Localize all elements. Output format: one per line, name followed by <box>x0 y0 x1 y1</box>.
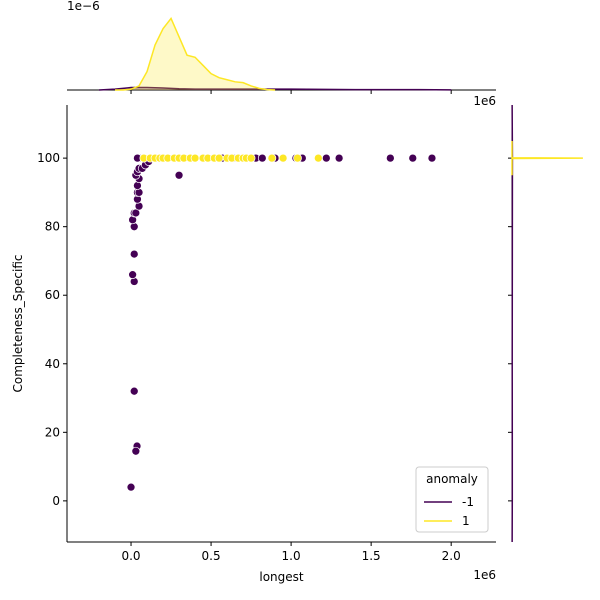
x-axis-label: longest <box>259 570 304 584</box>
y-tick-label: 80 <box>45 220 60 234</box>
scatter-point <box>128 270 137 280</box>
scatter-point <box>214 153 224 163</box>
scatter-point <box>313 153 323 163</box>
scatter-point <box>334 153 344 163</box>
y-tick-label: 0 <box>52 494 60 508</box>
scatter-point <box>321 153 331 163</box>
x-tick-label: 2.0 <box>442 549 461 563</box>
legend: anomaly -1 1 <box>415 466 489 533</box>
kde-line <box>511 140 583 176</box>
kde-area <box>115 18 276 91</box>
scatter-point <box>246 153 256 163</box>
scatter-point <box>293 153 302 163</box>
legend-label: -1 <box>462 495 474 509</box>
y-tick-label: 20 <box>45 425 60 439</box>
y-axis-label: Completeness_Specific <box>11 254 25 392</box>
kde-line <box>115 16 276 91</box>
scatter-point <box>278 153 288 163</box>
y-tick-label: 40 <box>45 357 60 371</box>
x-tick-label: 0.0 <box>121 549 140 563</box>
scatter-point <box>126 482 136 492</box>
x-tick-label: 1.0 <box>282 549 301 563</box>
kde-line <box>98 86 452 91</box>
scatter-point <box>190 153 200 163</box>
x-tick-label: 0.5 <box>202 549 221 563</box>
top-y-offset-label: 1e−6 <box>67 0 100 13</box>
top-x-offset-label: 1e6 <box>473 94 496 108</box>
y-tick-label: 60 <box>45 288 60 302</box>
scatter-point <box>129 249 139 259</box>
x-offset-label: 1e6 <box>473 568 496 582</box>
scatter-point <box>174 170 184 180</box>
scatter-point <box>267 153 277 163</box>
scatter-point <box>131 446 141 456</box>
scatter-point <box>427 153 437 163</box>
scatter-point <box>129 386 139 396</box>
legend-label: 1 <box>462 514 470 528</box>
x-tick-label: 1.5 <box>362 549 381 563</box>
scatter-point <box>408 153 418 163</box>
scatter-point <box>257 153 267 163</box>
y-tick-label: 100 <box>37 151 60 165</box>
legend-title: anomaly <box>426 472 478 486</box>
legend-box <box>415 466 489 533</box>
scatter-point <box>386 153 395 163</box>
